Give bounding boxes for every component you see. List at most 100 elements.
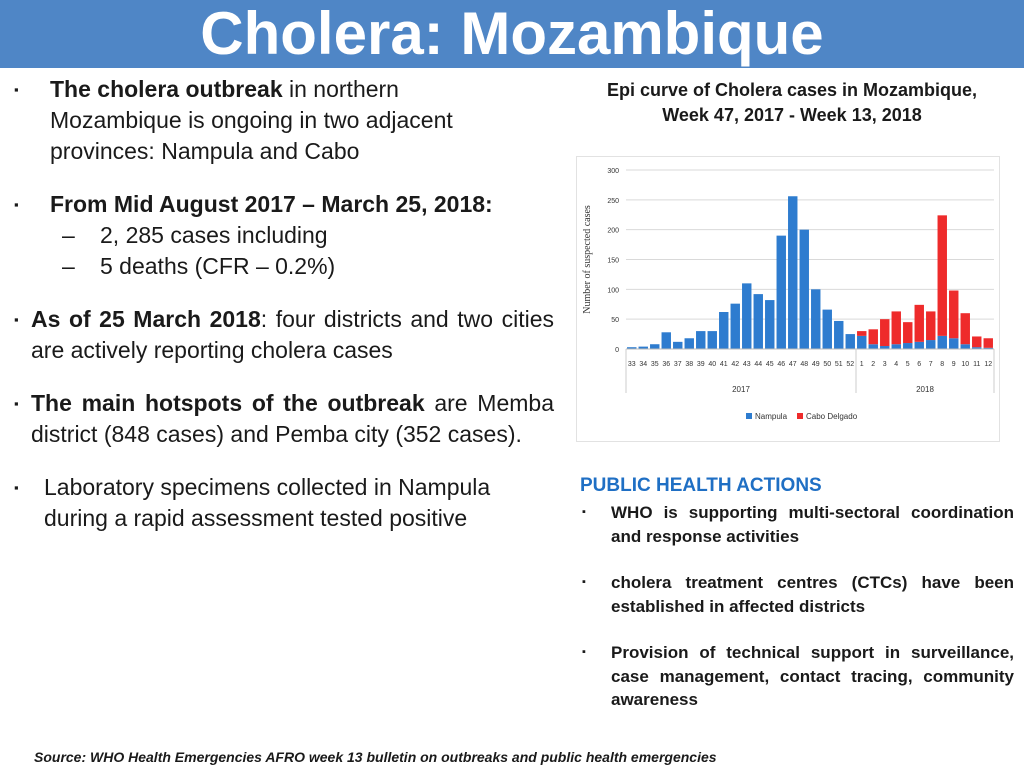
x-tick-label: 37: [674, 361, 682, 368]
bar-cabo-delgado: [891, 311, 901, 345]
bullet-hotspots-text: are Memba district (848 cases) and Pemba…: [31, 390, 555, 447]
bar-cabo-delgado: [937, 215, 947, 336]
bar-nampula: [822, 309, 832, 349]
bar-cabo-delgado: [868, 329, 878, 345]
x-tick-label: 48: [800, 361, 808, 368]
bar-nampula: [811, 289, 821, 349]
x-tick-label: 36: [662, 361, 670, 368]
bullet-laboratory-line1: Laboratory specimens collected in Nampul…: [44, 474, 491, 500]
bullet-outbreak-bold: The cholera outbreak: [50, 76, 283, 102]
x-tick-label: 33: [628, 361, 636, 368]
y-tick-label: 100: [607, 287, 619, 294]
bar-nampula: [742, 283, 752, 349]
bar-nampula: [972, 347, 982, 349]
x-tick-label: 5: [906, 361, 910, 368]
pha-item: ▪ cholera treatment centres (CTCs) have …: [580, 571, 1014, 618]
x-tick-label: 12: [984, 361, 992, 368]
bar-nampula: [684, 338, 694, 349]
x-tick-label: 11: [973, 361, 980, 368]
x-tick-label: 7: [929, 361, 933, 368]
bar-nampula: [696, 331, 706, 349]
bar-nampula: [880, 346, 890, 349]
sub-bullet-deaths-text: 5 deaths (CFR – 0.2%): [100, 253, 336, 279]
bar-nampula: [937, 335, 947, 349]
bar-nampula: [960, 344, 970, 349]
bullet-hotspots: ▪ The main hotspots of the outbreak are …: [14, 388, 554, 450]
bar-nampula: [788, 196, 798, 349]
source-note: Source: WHO Health Emergencies AFRO week…: [34, 749, 717, 765]
x-tick-label: 39: [697, 361, 705, 368]
bullet-outbreak-text: in northern: [282, 76, 399, 102]
bar-nampula: [776, 235, 786, 349]
bar-nampula: [638, 346, 648, 349]
bar-cabo-delgado: [926, 311, 936, 341]
legend-label: Nampula: [755, 412, 788, 421]
bullet-icon: ▪: [14, 312, 19, 327]
pha-item: ▪ Provision of technical support in surv…: [580, 641, 1014, 712]
x-tick-label: 42: [731, 361, 739, 368]
x-tick-label: 35: [651, 361, 659, 368]
bullet-districts-bold: As of 25 March 2018: [31, 306, 261, 332]
sub-bullet-cases: – 2, 285 cases including: [14, 220, 554, 251]
bar-nampula: [834, 320, 844, 349]
bullet-outbreak: ▪ The cholera outbreak in northern Mozam…: [14, 74, 554, 167]
bar-nampula: [949, 338, 959, 349]
bullet-icon: ▪: [14, 396, 19, 411]
bullet-hotspots-bold: The main hotspots of the outbreak: [31, 390, 425, 416]
sub-bullet-deaths: – 5 deaths (CFR – 0.2%): [14, 251, 554, 282]
x-tick-label: 41: [720, 361, 728, 368]
sub-bullet-cases-text: 2, 285 cases including: [100, 222, 328, 248]
pha-item-text: cholera treatment centres (CTCs) have be…: [611, 573, 1014, 616]
pha-title: PUBLIC HEALTH ACTIONS: [580, 475, 822, 496]
bar-nampula: [983, 347, 993, 349]
bullet-districts: ▪ As of 25 March 2018: four districts an…: [14, 304, 554, 366]
x-tick-label: 8: [940, 361, 944, 368]
year-label: 2018: [916, 385, 934, 394]
bar-cabo-delgado: [983, 338, 993, 348]
title-bar: [0, 0, 1024, 68]
x-tick-label: 44: [754, 361, 762, 368]
bar-nampula: [926, 340, 936, 349]
bar-cabo-delgado: [857, 331, 867, 336]
bar-nampula: [627, 347, 637, 349]
bar-nampula: [707, 331, 717, 349]
bar-cabo-delgado: [960, 313, 970, 345]
pha-item-text: Provision of technical support in survei…: [611, 643, 1014, 709]
slide-title: Cholera: Mozambique: [200, 0, 824, 67]
bar-nampula: [730, 303, 740, 349]
chart-title-line2: Week 47, 2017 - Week 13, 2018: [662, 105, 922, 125]
bullet-date-range: ▪ From Mid August 2017 – March 25, 2018:: [14, 189, 554, 220]
y-tick-label: 300: [607, 168, 619, 175]
bar-nampula: [719, 312, 729, 349]
bar-nampula: [868, 344, 878, 349]
bar-cabo-delgado: [914, 304, 924, 342]
public-health-actions: PUBLIC HEALTH ACTIONS ▪ WHO is supportin…: [580, 474, 1014, 712]
bullet-outbreak-line3: provinces: Nampula and Cabo: [50, 138, 360, 164]
x-tick-label: 3: [883, 361, 887, 368]
x-tick-label: 1: [860, 361, 864, 368]
x-tick-label: 46: [777, 361, 785, 368]
pha-item-text: WHO is supporting multi-sectoral coordin…: [611, 503, 1014, 546]
bullet-icon: ▪: [14, 197, 19, 212]
x-tick-label: 45: [766, 361, 774, 368]
x-tick-label: 6: [917, 361, 921, 368]
bar-cabo-delgado: [949, 290, 959, 339]
legend-swatch: [746, 413, 752, 419]
bar-nampula: [661, 332, 671, 349]
bar-nampula: [845, 334, 855, 349]
y-tick-label: 0: [615, 347, 619, 354]
chart-frame: [576, 156, 1000, 442]
x-tick-label: 9: [952, 361, 956, 368]
bar-cabo-delgado: [972, 336, 982, 348]
dash-icon: –: [62, 253, 75, 279]
bar-cabo-delgado: [880, 319, 890, 347]
x-tick-label: 4: [894, 361, 898, 368]
bullet-icon: ▪: [582, 646, 586, 658]
y-axis-label: Number of suspected cases: [582, 205, 593, 314]
x-tick-label: 43: [743, 361, 751, 368]
bar-nampula: [673, 341, 683, 349]
chart-title-line1: Epi curve of Cholera cases in Mozambique…: [606, 80, 978, 100]
bullet-laboratory-line2: during a rapid assessment tested positiv…: [44, 505, 468, 531]
x-tick-label: 34: [639, 361, 647, 368]
